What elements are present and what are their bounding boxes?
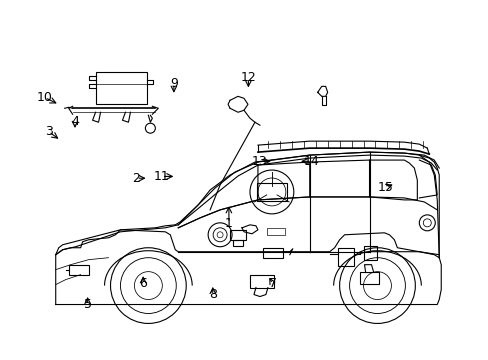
Bar bbox=[256, 183, 286, 201]
Bar bbox=[68, 265, 88, 275]
Text: 14: 14 bbox=[303, 155, 319, 168]
Bar bbox=[359, 272, 379, 284]
Text: 4: 4 bbox=[71, 116, 79, 129]
Bar bbox=[249, 275, 273, 288]
Bar bbox=[363, 246, 377, 260]
Bar bbox=[95, 72, 147, 104]
Text: 13: 13 bbox=[251, 155, 266, 168]
Text: 9: 9 bbox=[170, 77, 178, 90]
Bar bbox=[263, 248, 282, 258]
Bar bbox=[229, 230, 245, 240]
Text: 15: 15 bbox=[377, 181, 393, 194]
Text: 7: 7 bbox=[268, 278, 276, 291]
Text: 3: 3 bbox=[44, 125, 53, 138]
Text: 5: 5 bbox=[83, 298, 91, 311]
Bar bbox=[266, 228, 285, 235]
Bar bbox=[233, 240, 243, 246]
Text: 8: 8 bbox=[208, 288, 216, 301]
Text: 6: 6 bbox=[139, 278, 147, 291]
Text: 2: 2 bbox=[132, 172, 140, 185]
Bar bbox=[337, 248, 353, 266]
Text: 12: 12 bbox=[240, 71, 256, 84]
Text: 11: 11 bbox=[154, 170, 169, 183]
Text: 10: 10 bbox=[37, 91, 53, 104]
Text: 1: 1 bbox=[224, 216, 232, 230]
